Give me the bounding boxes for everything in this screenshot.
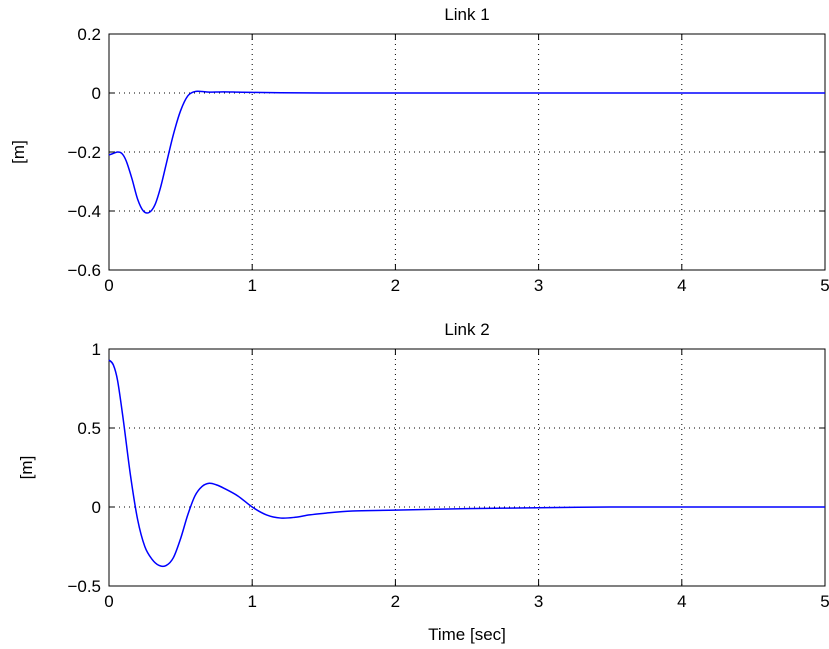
y-tick-label: −0.2 xyxy=(67,143,101,162)
x-tick-label: 5 xyxy=(820,276,829,295)
x-axis-label: Time [sec] xyxy=(428,625,506,644)
x-tick-label: 5 xyxy=(820,592,829,611)
axes-frame xyxy=(108,348,826,587)
x-tick-label: 2 xyxy=(391,276,400,295)
chart-title: Link 1 xyxy=(444,5,489,24)
series-line xyxy=(108,359,826,568)
x-tick-label: 0 xyxy=(104,276,113,295)
y-tick-label: 0 xyxy=(92,498,101,517)
y-axis-label: [m] xyxy=(9,140,28,164)
y-tick-label: 0.5 xyxy=(77,419,101,438)
x-tick-label: 2 xyxy=(391,592,400,611)
y-axis-label: [m] xyxy=(17,456,36,480)
x-tick-label: 4 xyxy=(677,276,686,295)
y-tick-label: 0.2 xyxy=(77,25,101,44)
y-tick-label: 1 xyxy=(92,340,101,359)
x-tick-label: 1 xyxy=(247,592,256,611)
x-tick-label: 3 xyxy=(534,276,543,295)
y-tick-label: −0.5 xyxy=(67,577,101,596)
chart-title: Link 2 xyxy=(444,320,489,339)
x-tick-label: 4 xyxy=(677,592,686,611)
x-tick-label: 1 xyxy=(247,276,256,295)
y-tick-label: −0.6 xyxy=(67,261,101,280)
x-tick-label: 0 xyxy=(104,592,113,611)
y-tick-label: −0.4 xyxy=(67,202,101,221)
plot-link-1: 0 1 2 3 4 5 −0.6 −0.4 −0.2 0 0.2 Link 1 [m] xyxy=(9,5,829,295)
x-tick-label: 3 xyxy=(534,592,543,611)
series-line xyxy=(108,90,825,214)
axes-frame xyxy=(108,33,826,271)
y-tick-label: 0 xyxy=(92,84,101,103)
